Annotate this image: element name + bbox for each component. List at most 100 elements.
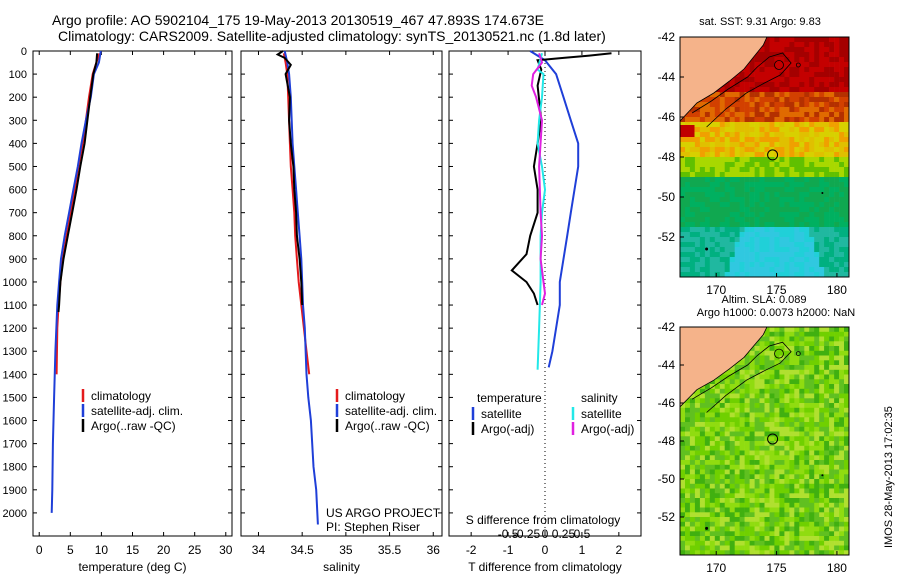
sla-map-cell (729, 474, 735, 480)
sst-map-cell (734, 217, 740, 223)
sst-map-cell (689, 162, 696, 168)
sla-map-cell (744, 517, 750, 522)
sla-map-cell (749, 536, 755, 541)
difference-series-line (530, 52, 547, 306)
sst-map-cell (789, 252, 795, 258)
sla-map-cell (824, 365, 830, 370)
sst-map-cell (744, 217, 750, 223)
sla-map-cell (834, 526, 840, 532)
sla-map-cell (824, 412, 830, 418)
sla-map-cell (685, 512, 691, 518)
sla-map-cell (844, 388, 849, 394)
sla-map-cell (774, 384, 780, 389)
sla-map-cell (714, 483, 721, 489)
sla-map-cell (759, 502, 765, 508)
sla-map-cell (709, 502, 716, 508)
sst-map-cell (799, 182, 805, 188)
sla-map-cell (739, 365, 745, 370)
sst-map-cell (809, 102, 815, 108)
sst-map-cell (794, 172, 800, 178)
sst-map-cell (714, 222, 721, 228)
sst-map-cell (734, 162, 740, 168)
sla-map-cell (774, 422, 780, 427)
sst-map-cell (754, 117, 760, 123)
sla-map-cell (824, 384, 830, 389)
sla-map-cell (680, 488, 686, 494)
temperature-xtick-label: 0 (36, 543, 43, 557)
sst-map-cell (769, 222, 775, 228)
sla-map-cell (839, 474, 845, 480)
sst-map-cell (689, 137, 696, 143)
sla-map-land (680, 327, 768, 408)
sst-map-cell (724, 172, 730, 178)
sst-map-cell (744, 137, 750, 143)
sla-map-cell (794, 393, 800, 399)
sst-map-cell (680, 232, 686, 238)
sla-map-cell (709, 536, 716, 541)
sla-map-cell (694, 526, 701, 532)
sst-map-cell (694, 142, 701, 148)
sla-map-cell (824, 360, 830, 366)
sla-map-cell (804, 502, 810, 508)
sla-map-cell (714, 488, 721, 494)
sst-map-cell (839, 57, 845, 63)
sst-map-cell (699, 212, 706, 218)
sla-map-cell (759, 521, 765, 527)
sst-map-cell (749, 212, 755, 218)
sst-map-cell (794, 152, 800, 158)
sla-map-cell (754, 460, 760, 465)
sla-map-cell (694, 460, 701, 465)
temperature-legend-label: climatology (91, 389, 151, 403)
sla-map-cell (704, 493, 711, 499)
sst-map-cell (764, 87, 770, 93)
sst-map-cell (794, 132, 800, 138)
sla-map-cell (799, 550, 805, 555)
sst-map-cell (799, 257, 805, 263)
sst-map-cell (769, 162, 775, 168)
sst-map-cell (809, 122, 815, 128)
sst-map-cell (764, 242, 770, 248)
sla-map-cell (784, 502, 790, 508)
sst-map-cell (809, 157, 815, 163)
sst-map-cell (774, 72, 780, 78)
sla-map-cell (694, 407, 701, 413)
sst-map-cell (809, 197, 815, 203)
sla-map: 170 175 180-42-44-46-48-50-52 (658, 320, 850, 575)
sla-map-cell (699, 493, 706, 499)
sla-map-cell (799, 346, 805, 351)
sst-map-cell (739, 102, 745, 108)
sst-map-ytick-label: -48 (658, 150, 676, 164)
sst-map-cell (774, 157, 780, 163)
sst-map-cell (724, 197, 730, 203)
sst-map-cell (824, 82, 830, 88)
sla-map-cell (749, 403, 755, 408)
sst-map-cell (804, 157, 810, 163)
sla-map-cell (829, 422, 835, 427)
sla-map-cell (794, 422, 800, 427)
sst-map-cell (794, 207, 800, 213)
sst-map-cell (799, 137, 805, 143)
sla-map-cell (839, 521, 845, 527)
sst-map-cell (759, 252, 765, 258)
sst-map-cell (819, 172, 825, 178)
sst-map-cell (759, 192, 765, 198)
sst-map-cell (844, 262, 849, 268)
sla-map-cell (804, 341, 810, 347)
sst-map-cell (784, 152, 790, 158)
sla-map-cell (749, 369, 755, 375)
temperature-xtick-label: 20 (157, 543, 171, 557)
sla-map-cell (685, 403, 691, 408)
sla-map-cell (829, 327, 835, 332)
sst-map-cell (749, 182, 755, 188)
sst-map-cell (834, 162, 840, 168)
sla-map-cell (844, 431, 849, 437)
sst-map-cell (699, 252, 706, 258)
sst-map-cell (794, 252, 800, 258)
sst-map-cell (724, 127, 730, 133)
sla-map-cell (774, 388, 780, 394)
sst-map-cell (685, 192, 691, 198)
sla-map-cell (789, 531, 795, 537)
sla-map-cell (784, 493, 790, 499)
sst-map-cell (814, 197, 820, 203)
sst-map-cell (709, 127, 716, 133)
